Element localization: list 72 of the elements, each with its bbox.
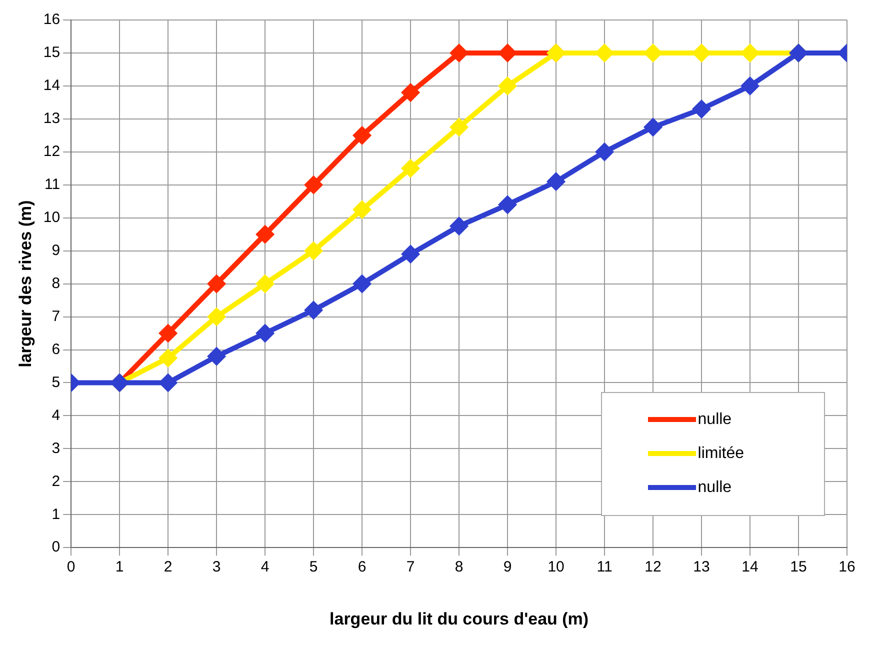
point — [160, 374, 177, 392]
y-tick-label: 4 — [52, 406, 60, 424]
x-tick-label: 13 — [693, 558, 710, 576]
y-tick-label: 7 — [52, 308, 60, 325]
y-tick-label: 10 — [43, 208, 60, 226]
x-tick-label: 10 — [548, 558, 564, 576]
y-tick-label: 15 — [43, 44, 60, 62]
point — [450, 218, 468, 235]
point — [402, 246, 420, 263]
y-tick-label: 0 — [52, 538, 60, 556]
x-tick-label: 11 — [596, 558, 612, 576]
point — [160, 349, 177, 366]
y-tick-label: 14 — [43, 77, 60, 94]
x-tick-label: 7 — [406, 558, 415, 576]
point — [742, 77, 759, 94]
x-tick-label: 8 — [454, 558, 464, 576]
x-tick-label: 14 — [742, 558, 758, 576]
point — [450, 44, 468, 62]
legend-label: limitée — [698, 444, 744, 463]
point — [208, 308, 226, 326]
legend-label: nulle — [698, 410, 732, 429]
point — [305, 176, 322, 194]
point — [402, 160, 420, 177]
point — [354, 275, 371, 292]
point — [644, 118, 662, 136]
y-tick-label: 13 — [43, 110, 60, 128]
y-axis-title: largeur des rives (m) — [16, 200, 35, 368]
y-tick-label: 2 — [52, 472, 60, 490]
point — [256, 226, 274, 243]
point — [402, 84, 420, 102]
point — [644, 44, 662, 62]
y-tick-label: 11 — [44, 176, 60, 194]
point — [596, 143, 614, 160]
point — [450, 118, 468, 136]
x-tick-label: 16 — [838, 558, 856, 576]
legend-label: nulle — [698, 478, 732, 497]
y-tick-label: 8 — [52, 274, 60, 292]
point — [256, 275, 274, 292]
x-tick-label: 12 — [644, 558, 662, 576]
point — [548, 173, 565, 190]
x-tick-label: 15 — [790, 558, 807, 576]
x-tick-label: 3 — [212, 558, 221, 576]
y-tick-label: 3 — [52, 440, 60, 457]
x-tick-label: 1 — [115, 558, 124, 576]
point — [499, 196, 516, 214]
y-tick-label: 5 — [52, 374, 60, 391]
point — [160, 324, 177, 342]
point — [693, 100, 710, 118]
point — [208, 275, 226, 292]
point — [305, 242, 322, 260]
y-tick-label: 12 — [43, 143, 60, 160]
point — [596, 44, 614, 62]
x-tick-label: 6 — [358, 558, 366, 576]
x-tick-label: 4 — [260, 558, 270, 576]
point — [354, 201, 371, 218]
x-tick-label: 0 — [66, 558, 76, 576]
y-tick-label: 16 — [43, 11, 60, 28]
x-axis-title: largeur du lit du cours d'eau (m) — [330, 609, 589, 628]
point — [208, 348, 226, 365]
point — [305, 302, 322, 319]
x-tick-label: 9 — [503, 558, 512, 576]
point — [354, 126, 371, 144]
x-tick-label: 2 — [164, 558, 172, 576]
point — [499, 44, 516, 62]
x-tick-label: 5 — [309, 558, 318, 576]
y-tick-label: 1 — [52, 506, 60, 523]
point — [693, 44, 710, 62]
point — [499, 77, 516, 94]
y-tick-label: 6 — [52, 340, 60, 358]
point — [742, 44, 759, 62]
y-tick-label: 9 — [52, 242, 60, 259]
point — [256, 324, 274, 342]
